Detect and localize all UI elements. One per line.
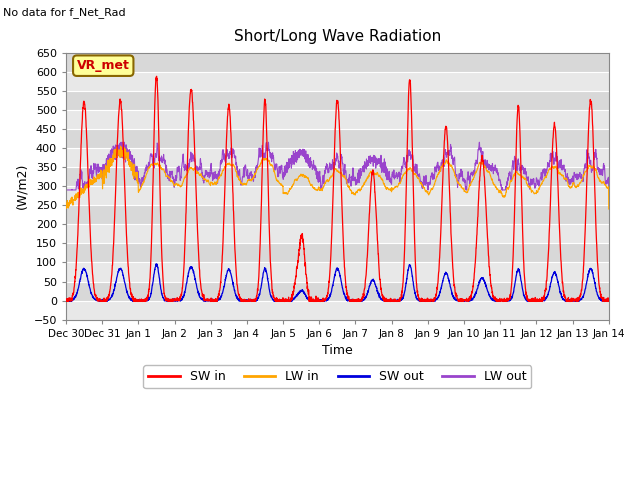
Bar [66,224,609,243]
Bar [66,263,609,282]
Text: No data for f_Net_Rad: No data for f_Net_Rad [3,7,126,18]
Bar [66,129,609,148]
Bar [66,300,609,320]
X-axis label: Time: Time [322,344,353,357]
Legend: SW in, LW in, SW out, LW out: SW in, LW in, SW out, LW out [143,365,531,388]
Y-axis label: (W/m2): (W/m2) [15,163,28,209]
Bar [66,91,609,110]
Bar [66,243,609,263]
Bar [66,52,609,72]
Title: Short/Long Wave Radiation: Short/Long Wave Radiation [234,29,441,44]
Bar [66,167,609,186]
Bar [66,282,609,300]
Text: VR_met: VR_met [77,59,130,72]
Bar [66,72,609,91]
Bar [66,205,609,224]
Bar [66,186,609,205]
Bar [66,148,609,167]
Bar [66,110,609,129]
